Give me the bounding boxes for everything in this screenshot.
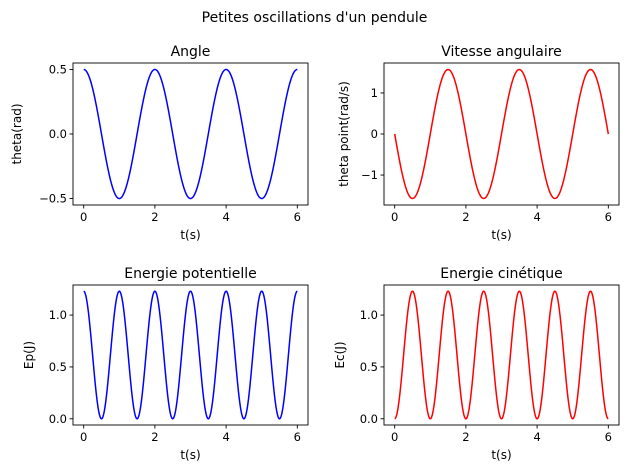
y-tick-label: 0.5	[360, 360, 378, 374]
x-tick-label: 2	[462, 430, 469, 444]
x-tick-label: 4	[222, 430, 229, 444]
x-tick-label: 6	[294, 430, 301, 444]
x-tick-label: 0	[391, 210, 398, 224]
x-tick-label: 0	[80, 430, 87, 444]
y-tick-label: −1	[361, 168, 378, 182]
x-axis-label: t(s)	[180, 228, 200, 242]
y-tick-label: 0.5	[49, 360, 67, 374]
subplot-4: 0 2 4 6 0.0 0.5 1.0 Energie cinétique t(s) Ec(J)	[333, 266, 620, 462]
y-axis-label: theta(rad)	[10, 103, 24, 164]
subplot-title: Energie cinétique	[440, 266, 563, 282]
subplot-2: 0 2 4 6 −1 0 1 Vitesse angulaire t(s) theta point…	[337, 44, 620, 242]
x-tick-label: 6	[294, 210, 301, 224]
series-line	[393, 68, 610, 200]
y-tick-label: 1.0	[49, 308, 67, 322]
y-tick-label: 0.0	[49, 412, 67, 426]
subplot-1: 0 2 4 6 −0.5 0.0 0.5 Angle t(s) theta(rad)	[10, 44, 309, 242]
y-tick-label: −0.5	[39, 192, 67, 206]
x-tick-label: 6	[605, 430, 612, 444]
x-tick-label: 2	[151, 430, 158, 444]
x-tick-label: 2	[462, 210, 469, 224]
x-axis-label: t(s)	[180, 448, 200, 462]
x-tick-label: 4	[222, 210, 229, 224]
x-tick-label: 0	[80, 210, 87, 224]
series-line	[83, 290, 298, 420]
x-tick-label: 4	[533, 210, 540, 224]
y-tick-label: 1.0	[360, 308, 378, 322]
y-tick-label: 0.0	[49, 127, 67, 141]
x-axis-label: t(s)	[491, 448, 511, 462]
subplot-3: 0 2 4 6 0.0 0.5 1.0 Energie potentielle t(s) Ep(J…	[22, 266, 309, 462]
axes-frame	[72, 62, 309, 206]
y-axis-label: Ep(J)	[22, 341, 36, 369]
subplot-title: Energie potentielle	[124, 266, 257, 282]
y-axis-label: theta point(rad/s)	[337, 81, 351, 187]
y-axis-label: Ec(J)	[333, 341, 347, 368]
x-tick-label: 4	[533, 430, 540, 444]
x-tick-label: 2	[151, 210, 158, 224]
subplot-title: Angle	[171, 44, 211, 60]
y-tick-label: 0.0	[360, 412, 378, 426]
y-tick-label: 1	[371, 86, 378, 100]
axes-frame	[383, 284, 620, 426]
axes-frame	[72, 284, 309, 426]
series-line	[394, 290, 609, 420]
y-tick-label: 0	[371, 127, 378, 141]
x-axis-label: t(s)	[491, 228, 511, 242]
y-tick-label: 0.5	[49, 62, 67, 76]
subplot-title: Vitesse angulaire	[441, 44, 562, 60]
x-tick-label: 0	[391, 430, 398, 444]
figure-suptitle: Petites oscillations d'un pendule	[202, 10, 428, 26]
series-line	[83, 68, 298, 200]
x-tick-label: 6	[605, 210, 612, 224]
